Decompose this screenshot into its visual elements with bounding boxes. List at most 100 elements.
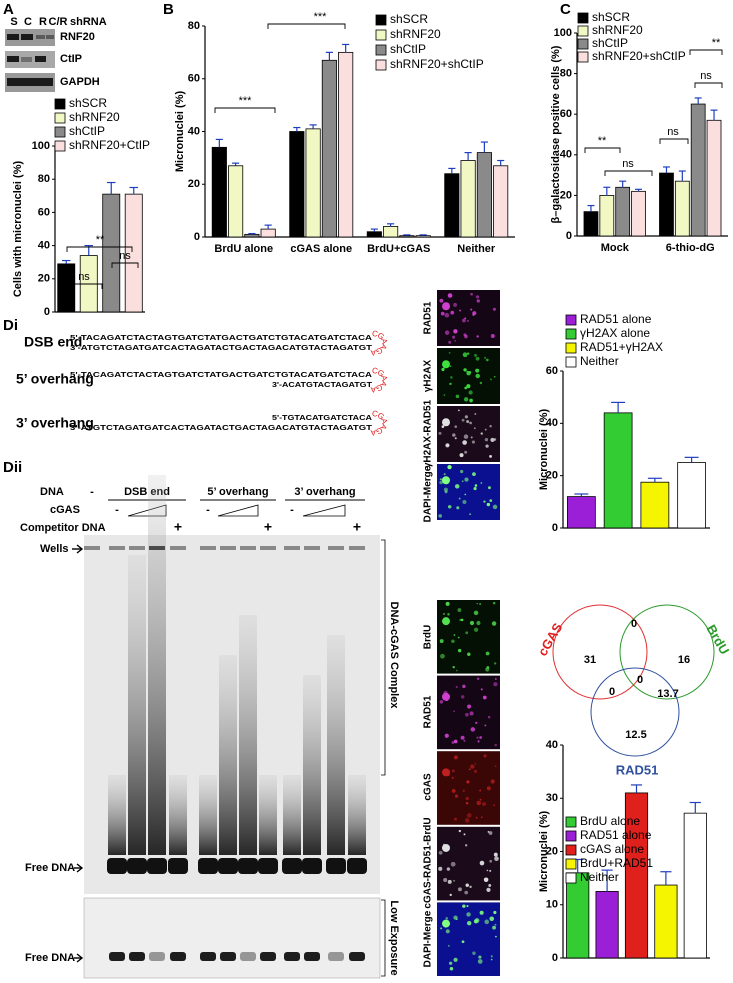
micrograph-spot [457,409,460,412]
micrograph-spot [452,665,455,669]
x-tick-label: BrdU+cGAS [367,243,430,255]
legend-swatch [54,98,66,110]
micrograph-spot [439,639,444,644]
gel-lanes [84,475,367,961]
micrograph-spot [475,373,480,379]
micrograph-spot [452,433,456,437]
micrograph-spot [482,695,487,700]
micrograph-spot [489,869,492,872]
error-bar [325,51,333,61]
micrograph-spot [466,704,472,709]
legend-swatch [565,830,577,842]
micrograph-spot [453,817,458,821]
micrograph-spot [488,831,493,835]
micrograph-spot [477,959,483,964]
gel-group: 5’ overhang [207,486,268,498]
gel-group: 3’ overhang [294,486,355,498]
substrate-name: DSB end [24,334,82,350]
gel-mark: + [264,519,272,535]
gel-mark: - [290,504,294,516]
micrograph-spot [454,484,460,489]
micrograph-spot [464,493,467,496]
error-bar [232,162,240,166]
gel-smear [148,475,166,855]
legend-label: Neither [580,870,619,884]
micrograph-spot [470,436,473,439]
micrograph-spot [483,500,486,503]
legend-swatch [577,25,589,37]
bar [603,412,633,529]
significance: ns [78,271,90,283]
micrograph-spot [457,887,462,892]
micrograph-spot [447,879,452,884]
micrograph-spot [453,302,458,307]
bar [289,131,305,238]
gel-band [282,858,302,874]
micrograph-spot [449,365,452,368]
micrograph-spot [477,740,480,743]
micrograph-spot [467,652,471,657]
legend-swatch [565,328,577,340]
micrograph-spot [438,514,443,518]
micrograph-spot [474,918,480,923]
micrograph-spot [453,957,458,962]
micrograph-spot [475,721,478,724]
x-tick-label: 6-thio-dG [666,242,715,254]
micrograph-spot [440,653,445,659]
error-bar [264,224,272,230]
gel-smear [239,615,257,855]
micrograph-spot [470,727,476,732]
error-bar [497,159,505,166]
gel-smear [108,775,126,855]
micronucleus [442,476,450,485]
bar [460,160,476,238]
error-bar [603,186,611,196]
venn-count: 31 [584,654,596,666]
gel-band [349,952,365,961]
error-bar [309,124,317,129]
sequence: 5'-TACAGATCTACTAGTGATCTATGACTGATCTGTACAT… [70,335,372,342]
error-bar [419,234,427,236]
micrograph-spot [438,866,443,871]
micrograph-spot [450,861,456,867]
bar [595,891,619,959]
micrograph-spot [484,724,487,727]
micrograph-spot [479,602,482,605]
error-bar [635,188,643,192]
micrograph-spot [473,427,476,430]
y-tick-label: 0 [194,231,200,243]
micrograph-spot [454,340,457,342]
significance: ns [119,250,131,262]
gel-smear [283,775,301,855]
micrograph-spot [455,394,460,399]
micrograph-spot [463,739,466,742]
micrograph-spot [451,789,456,793]
gel-band [240,952,256,961]
venn-count: 13.7 [657,688,678,700]
micronucleus [442,919,450,928]
bar [706,119,722,237]
bar [211,146,227,238]
gel-smear [303,675,321,855]
micrograph-spot [439,298,444,303]
micrograph-spot [493,375,496,378]
micrograph-spot [470,292,473,296]
bar [366,231,382,238]
micrograph-spot [483,356,487,359]
gel-mark: - [115,504,119,516]
micrograph-spot [464,415,468,419]
gel-side-label: DNA-cGAS Complex [388,602,400,710]
micrograph-spot [469,421,472,425]
micrograph-spot [487,831,490,833]
y-tick-label: 0 [566,230,572,242]
gel-band [326,858,346,874]
significance: ** [598,135,607,147]
gel-side-label: Low Exposure [388,900,400,975]
error-bar [293,126,301,132]
micrograph-spot [479,736,483,739]
micrograph-spot [443,473,446,476]
micrograph-spot [475,356,480,361]
bar [599,194,615,237]
